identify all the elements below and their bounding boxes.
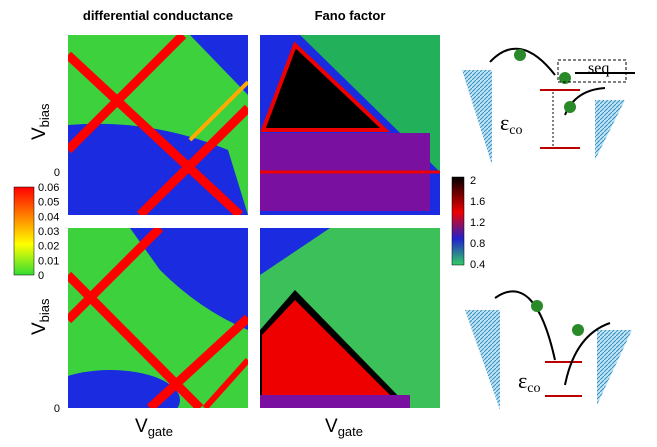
colorbar-label: 0.8: [470, 238, 485, 250]
heatmap: [68, 35, 248, 215]
label: εco: [518, 368, 540, 396]
colorbar-labels: 2 1.6 1.2 0.8 0.4: [470, 175, 485, 271]
x-label: Vgate Vgate: [135, 416, 363, 439]
diagram: seq εco: [462, 47, 635, 165]
y-tick-label: 0: [54, 403, 60, 415]
heatmap: [260, 35, 440, 215]
diagram: εco: [465, 290, 632, 410]
colorbar-label: 0.4: [470, 259, 485, 271]
colorbar-label: 2: [470, 175, 476, 187]
heatmap: [68, 228, 248, 408]
label: seq: [588, 60, 609, 77]
colorbar-label: 0.02: [38, 241, 59, 253]
y-label: Vbias Vbias: [29, 103, 52, 335]
colorbar-label: 0.06: [38, 182, 59, 194]
label: Vgate: [135, 416, 173, 439]
colorbar-label: 0.05: [38, 197, 59, 209]
label: Vbias: [29, 298, 52, 335]
panel-title: differential conductance: [83, 8, 233, 23]
y-tick-label: 0: [54, 167, 60, 179]
colorbar-label: 0.03: [38, 226, 59, 238]
label: Vgate: [325, 416, 363, 439]
label: Vbias: [29, 103, 52, 140]
colorbar-label: 1.2: [470, 217, 485, 229]
heatmap: [260, 228, 440, 408]
colorbar-label: 1.6: [470, 196, 485, 208]
colorbar: [451, 176, 465, 266]
colorbar-labels: 0.06 0.05 0.04 0.03 0.02 0.01 0: [38, 182, 59, 282]
colorbar-label: 0: [38, 270, 44, 282]
label: εco: [500, 110, 522, 138]
colorbar: [13, 186, 35, 276]
panel-title: Fano factor: [315, 8, 386, 23]
colorbar-label: 0.04: [38, 211, 59, 223]
colorbar-label: 0.01: [38, 255, 59, 267]
